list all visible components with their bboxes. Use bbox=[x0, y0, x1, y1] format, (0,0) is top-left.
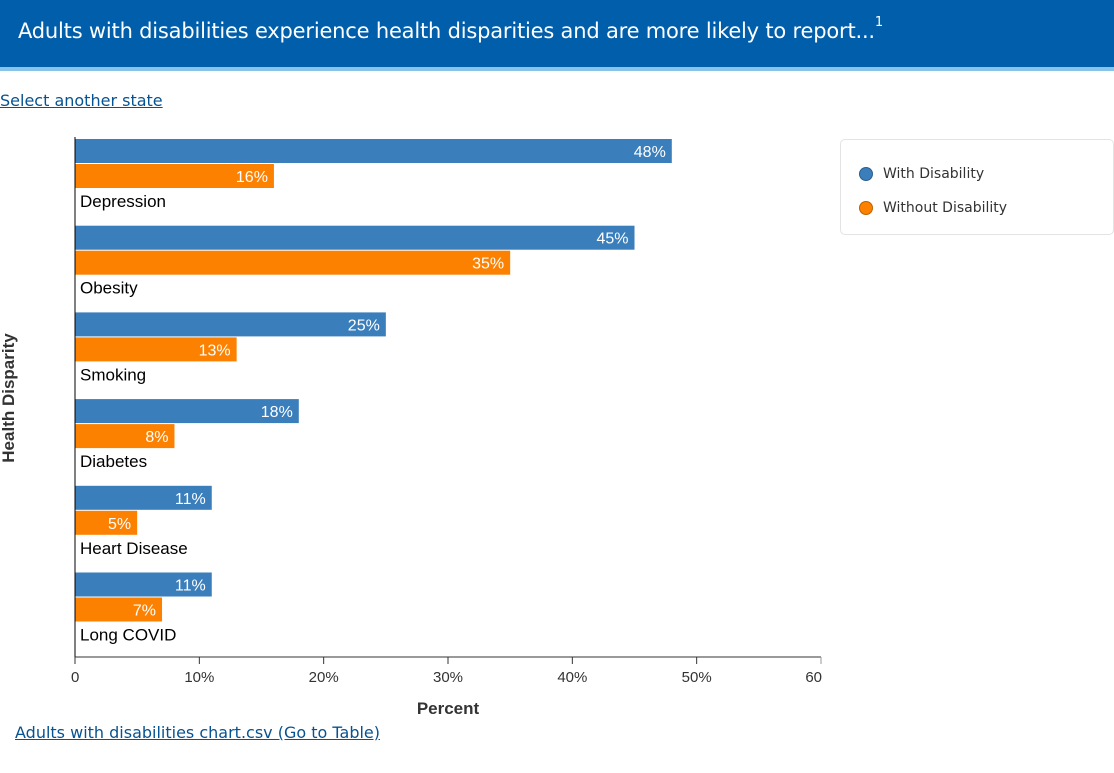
axes-group: 0 10% 20% 30% 40% 50% 60 bbox=[71, 137, 822, 686]
footnote-marker[interactable]: 1 bbox=[874, 15, 883, 30]
x-tick-label: 40% bbox=[557, 669, 587, 686]
x-axis-title: Percent bbox=[417, 699, 480, 718]
legend-item-with-disability[interactable]: With Disability bbox=[859, 166, 984, 182]
bar-value-label: 5% bbox=[108, 516, 131, 533]
bar-value-label: 11% bbox=[175, 491, 206, 508]
bar-value-label: 8% bbox=[145, 429, 168, 446]
bar-value-label: 13% bbox=[199, 342, 231, 359]
bar-without-disability[interactable] bbox=[75, 510, 138, 535]
bar-with-disability[interactable] bbox=[75, 572, 212, 597]
legend-swatch-without-disability bbox=[859, 201, 873, 215]
x-tick-label: 0 bbox=[71, 669, 79, 686]
bar-with-disability[interactable] bbox=[75, 485, 212, 510]
category-label: Smoking bbox=[80, 365, 146, 384]
chart-legend: With Disability Without Disability bbox=[840, 139, 1114, 235]
bar-value-label: 11% bbox=[175, 578, 206, 595]
bar-value-label: 48% bbox=[634, 144, 666, 161]
category-label: Heart Disease bbox=[80, 539, 188, 558]
legend-swatch-with-disability bbox=[859, 167, 873, 181]
bar-value-label: 7% bbox=[133, 603, 156, 620]
y-axis-title: Health Disparity bbox=[0, 333, 18, 463]
bar-without-disability[interactable] bbox=[75, 164, 274, 188]
bar-value-label: 18% bbox=[261, 404, 293, 421]
bar-without-disability[interactable] bbox=[75, 424, 175, 449]
legend-label: With Disability bbox=[883, 166, 985, 182]
bar-value-label: 16% bbox=[236, 169, 268, 186]
bar-value-label: 25% bbox=[348, 317, 380, 334]
x-tick-label: 20% bbox=[309, 669, 339, 686]
x-tick-label: 50% bbox=[682, 669, 712, 686]
legend-item-without-disability[interactable]: Without Disability bbox=[859, 200, 1007, 216]
x-tick-label: 30% bbox=[433, 669, 463, 686]
csv-table-link[interactable]: Adults with disabilities chart.csv (Go t… bbox=[15, 723, 380, 742]
bar-with-disability[interactable] bbox=[75, 312, 386, 337]
bar-without-disability[interactable] bbox=[75, 250, 511, 275]
bars-group: 48% 16% Depression 45% 35% Obesity 25% 13% Smoki… bbox=[75, 139, 672, 645]
bar-chart: 48% 16% Depression 45% 35% Obesity 25% 13% Smoki… bbox=[0, 137, 822, 718]
bar-value-label: 45% bbox=[596, 231, 628, 248]
category-label: Diabetes bbox=[80, 452, 147, 471]
bar-with-disability[interactable] bbox=[75, 139, 672, 163]
category-label: Long COVID bbox=[80, 626, 176, 645]
bar-without-disability[interactable] bbox=[75, 597, 163, 622]
select-another-state-link[interactable]: Select another state bbox=[0, 91, 163, 110]
category-label: Obesity bbox=[80, 279, 138, 298]
page-title-text: Adults with disabilities experience heal… bbox=[18, 19, 875, 43]
bar-value-label: 35% bbox=[472, 256, 504, 273]
x-tick-label: 60 bbox=[805, 669, 822, 686]
category-label: Depression bbox=[80, 192, 166, 211]
page-header: Adults with disabilities experience heal… bbox=[0, 0, 1114, 71]
legend-label: Without Disability bbox=[883, 200, 1008, 216]
x-tick-label: 10% bbox=[184, 669, 214, 686]
page-title: Adults with disabilities experience heal… bbox=[18, 15, 883, 43]
bar-with-disability[interactable] bbox=[75, 225, 635, 250]
bar-with-disability[interactable] bbox=[75, 399, 299, 424]
bar-without-disability[interactable] bbox=[75, 337, 237, 362]
